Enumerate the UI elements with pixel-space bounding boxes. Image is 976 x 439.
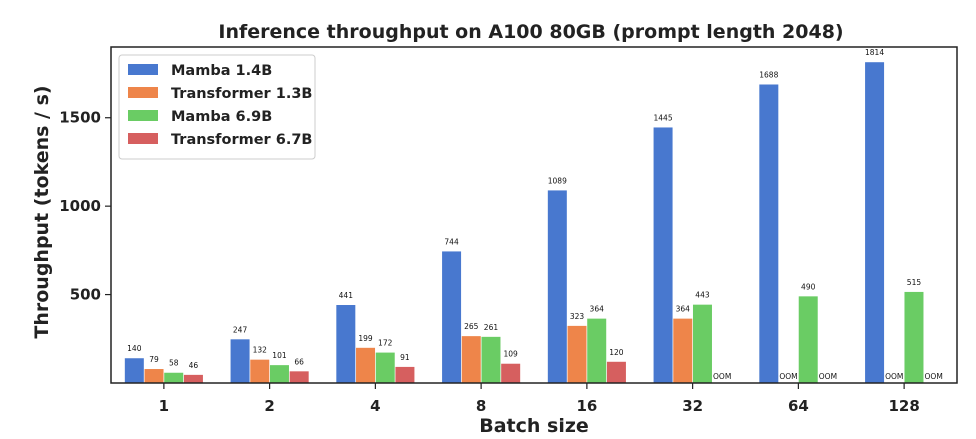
bar <box>442 251 462 383</box>
legend-label: Transformer 6.7B <box>171 132 313 148</box>
oom-label: OOM <box>713 372 731 381</box>
bar <box>567 325 587 383</box>
bar-value-label: 441 <box>339 291 354 300</box>
legend-label: Mamba 1.4B <box>171 63 272 79</box>
bar <box>356 347 376 383</box>
bar-value-label: 261 <box>484 323 499 332</box>
legend-label: Transformer 1.3B <box>171 86 313 102</box>
legend-swatch <box>128 110 158 121</box>
bar <box>269 365 289 383</box>
oom-label: OOM <box>819 372 837 381</box>
chart-title: Inference throughput on A100 80GB (promp… <box>218 21 843 43</box>
plot-area: 500 1000 1500 140 79 58 46 1 247 132 101 66 2 441 199 1… <box>59 46 958 415</box>
x-tick-label: 64 <box>788 397 809 415</box>
bar-value-label: 140 <box>127 344 142 353</box>
bar <box>547 190 567 383</box>
bar <box>336 305 356 383</box>
bar-value-label: 265 <box>464 322 479 331</box>
x-tick-label: 2 <box>264 397 274 415</box>
y-tick-label: 1000 <box>59 197 101 215</box>
bar-value-label: 66 <box>294 357 304 366</box>
bar-value-label: 744 <box>444 237 459 246</box>
legend-label: Mamba 6.9B <box>171 109 272 125</box>
bar-value-label: 79 <box>149 355 159 364</box>
bar-value-label: 172 <box>378 339 393 348</box>
bar <box>673 318 693 383</box>
bar-value-label: 46 <box>189 361 199 370</box>
bar <box>481 336 501 383</box>
bar <box>606 361 626 383</box>
oom-label: OOM <box>885 372 903 381</box>
bar <box>461 336 481 383</box>
bar-value-label: 323 <box>570 312 585 321</box>
bar-value-label: 515 <box>907 278 922 287</box>
bar-value-label: 364 <box>676 305 691 314</box>
x-tick-label: 128 <box>888 397 919 415</box>
bar-value-label: 364 <box>590 305 605 314</box>
legend-swatch <box>128 87 158 98</box>
bar <box>250 359 270 383</box>
bar-value-label: 247 <box>233 325 248 334</box>
bar-value-label: 58 <box>169 359 179 368</box>
axes-frame <box>110 46 958 384</box>
bar-value-label: 132 <box>253 346 268 355</box>
y-tick-label: 1500 <box>59 109 101 127</box>
y-axis-label: Throughput (tokens / s) <box>31 85 53 338</box>
legend-swatch <box>128 64 158 75</box>
x-axis-label: Batch size <box>479 415 589 437</box>
bar <box>183 374 203 383</box>
bar-value-label: 1089 <box>548 176 567 185</box>
bar-value-label: 1445 <box>654 113 673 122</box>
bar <box>230 339 250 383</box>
bar <box>164 372 184 383</box>
bar-value-label: 101 <box>272 351 287 360</box>
legend-box <box>118 54 316 160</box>
bar <box>865 62 885 383</box>
bar-value-label: 490 <box>801 282 816 291</box>
bar <box>144 369 164 383</box>
legend-swatch <box>128 133 158 144</box>
x-tick-label: 32 <box>682 397 703 415</box>
bar-value-label: 199 <box>358 334 373 343</box>
x-tick-label: 8 <box>476 397 486 415</box>
bar-value-label: 1688 <box>759 70 778 79</box>
bar-value-label: 91 <box>400 353 410 362</box>
bar-value-label: 109 <box>504 350 519 359</box>
bar <box>759 84 779 383</box>
x-tick-label: 16 <box>576 397 597 415</box>
bar <box>653 127 673 383</box>
legend: Mamba 1.4B Transformer 1.3B Mamba 6.9B Tran… <box>118 54 316 160</box>
x-tick-label: 1 <box>159 397 169 415</box>
oom-label: OOM <box>779 372 797 381</box>
bar <box>692 304 712 383</box>
x-tick-label: 4 <box>370 397 380 415</box>
bar <box>124 358 144 383</box>
bar <box>395 366 415 383</box>
oom-label: OOM <box>925 372 943 381</box>
bar-value-label: 443 <box>695 291 710 300</box>
bar <box>289 371 309 383</box>
bar <box>375 352 395 383</box>
bar-value-label: 1814 <box>865 48 884 57</box>
bar-value-label: 120 <box>609 348 624 357</box>
bar <box>501 363 521 383</box>
y-tick-label: 500 <box>70 286 101 304</box>
bar <box>587 318 607 383</box>
bar <box>798 296 818 383</box>
bar <box>904 291 924 383</box>
